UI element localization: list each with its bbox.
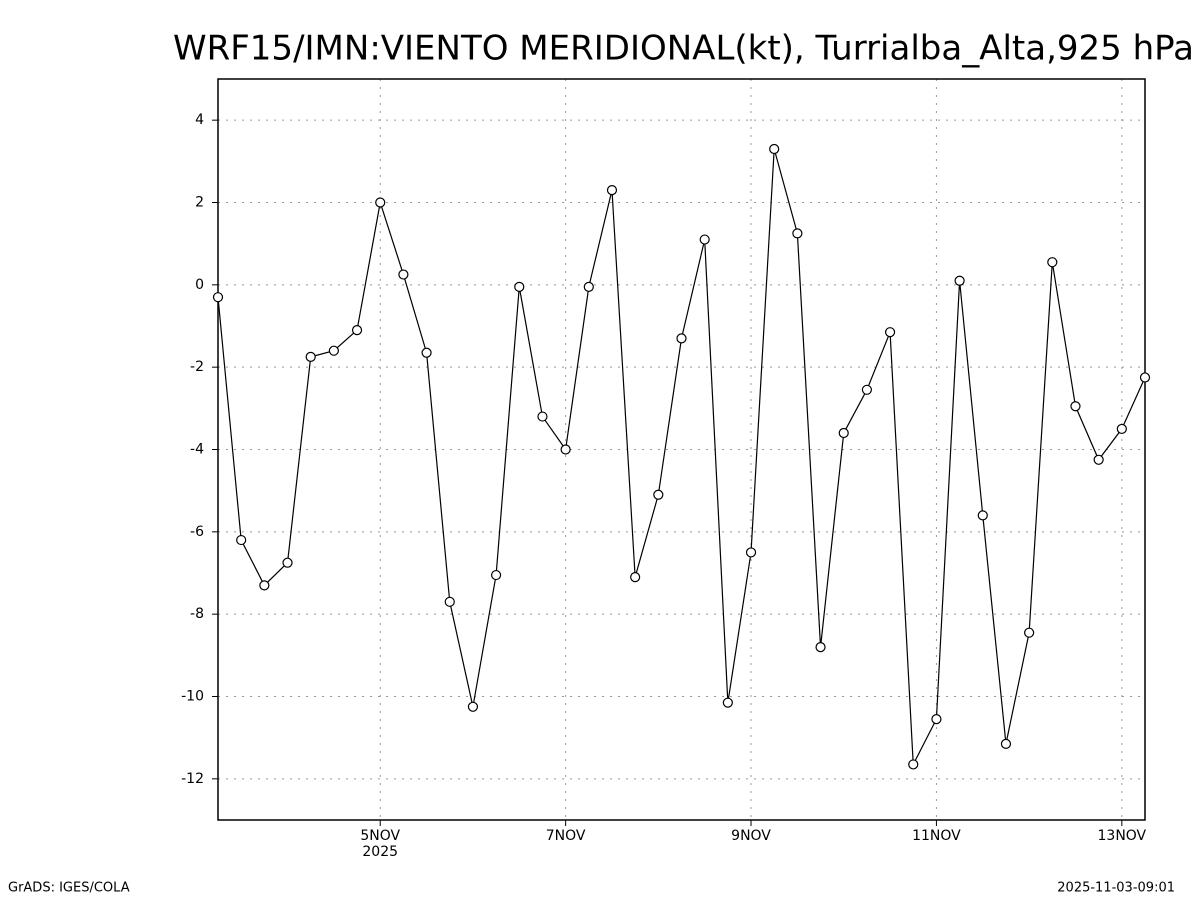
x-tick-label: 7NOV (546, 828, 586, 844)
y-tick-label: 4 (195, 112, 204, 128)
data-point (699, 234, 710, 245)
data-point (421, 347, 432, 358)
data-point (305, 351, 316, 362)
data-point (931, 714, 942, 725)
data-point (375, 197, 386, 208)
data-point (954, 275, 965, 286)
data-point (351, 325, 363, 336)
chart-title: WRF15/IMN:VIENTO MERIDIONAL(kt), Turrial… (173, 29, 1194, 69)
x-tick-label: 5NOV (360, 828, 400, 844)
x-tick-year: 2025 (362, 844, 398, 860)
y-tick-label: -4 (190, 442, 204, 458)
series-line (217, 148, 1146, 767)
data-point (259, 580, 270, 591)
footer-right: 2025-11-03-09:01 (1057, 881, 1175, 896)
data-point (861, 384, 873, 395)
data-point (444, 596, 455, 607)
data-point (1000, 738, 1012, 749)
x-tick-label: 13NOV (1098, 828, 1147, 844)
data-point (491, 569, 502, 581)
data-point (838, 427, 849, 439)
y-tick-label: 0 (195, 277, 204, 293)
y-tick-label: -12 (181, 771, 204, 787)
data-point (1093, 454, 1104, 465)
footer-left: GrADS: IGES/COLA (8, 881, 130, 896)
data-point (722, 697, 733, 708)
data-point (769, 143, 780, 155)
data-point (212, 292, 224, 303)
data-point (653, 489, 664, 500)
data-point (884, 327, 896, 338)
data-point (583, 281, 594, 292)
y-tick-label: -10 (181, 689, 204, 705)
plot-frame (217, 78, 1146, 821)
data-point (1070, 401, 1081, 412)
data-point (328, 345, 339, 356)
data-point (630, 572, 641, 583)
data-point (282, 557, 293, 568)
y-tick-label: -6 (190, 524, 204, 540)
data-point (467, 701, 479, 712)
data-point (1116, 423, 1127, 435)
data-point (514, 281, 525, 292)
data-point (1024, 627, 1035, 638)
data-point (560, 444, 571, 455)
data-point (1139, 372, 1151, 383)
y-tick-label: 2 (195, 195, 204, 211)
y-tick-label: -8 (190, 606, 204, 622)
data-point (815, 641, 826, 653)
x-tick-label: 11NOV (912, 828, 961, 844)
data-point (1047, 257, 1058, 268)
data-point (908, 759, 919, 770)
data-point (977, 510, 988, 521)
data-point (398, 269, 409, 280)
data-point (745, 547, 757, 558)
y-tick-label: -2 (190, 359, 204, 375)
data-point (537, 411, 548, 422)
x-tick-label: 9NOV (731, 828, 771, 844)
data-point (792, 228, 803, 239)
data-point (676, 333, 687, 344)
data-point (236, 534, 247, 546)
data-point (606, 185, 618, 196)
